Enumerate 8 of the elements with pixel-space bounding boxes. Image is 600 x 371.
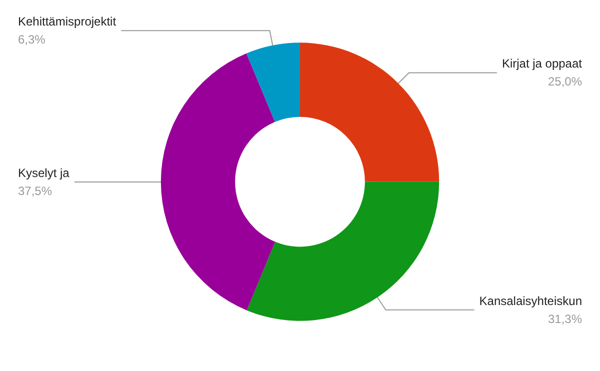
slice-label: Kyselyt ja xyxy=(18,166,70,180)
slice-label: Kansalaisyhteiskun xyxy=(479,294,582,308)
data-label: 37,5% xyxy=(18,184,52,198)
data-label: 25,0% xyxy=(548,74,582,89)
slice-label: Kehittämisprojektit xyxy=(18,14,117,29)
data-label: 31,3% xyxy=(548,312,582,326)
data-label: 6,3% xyxy=(18,32,46,47)
slice-label: Kirjat ja oppaat xyxy=(502,56,583,71)
